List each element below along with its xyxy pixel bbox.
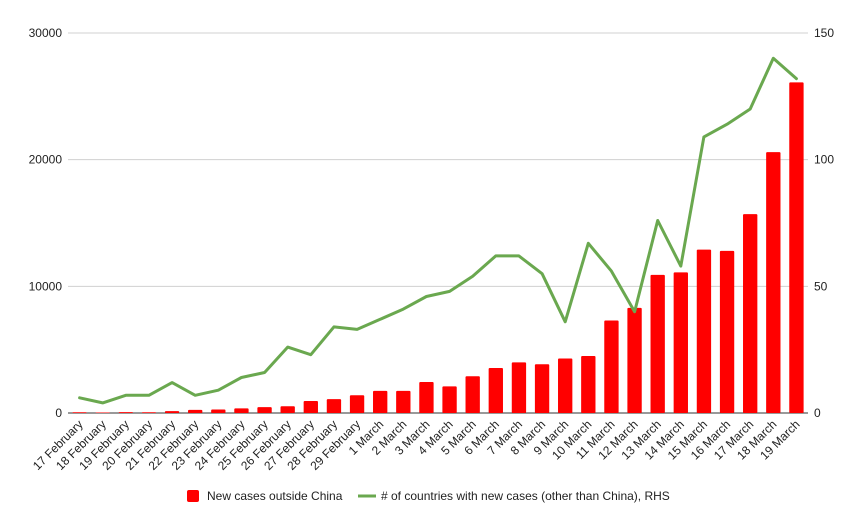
left-y-tick-label: 0 [55,406,62,420]
bar [72,412,87,413]
series-line [78,56,798,405]
legend-item-line: # of countries with new cases (other tha… [358,489,670,503]
bar [558,358,573,413]
bar [627,307,642,413]
bar [604,320,619,413]
bar [419,381,434,413]
legend-swatch-bars [187,490,199,502]
line-series [78,56,798,405]
right-y-tick-label: 100 [814,153,834,167]
bar [303,400,318,413]
bar [789,82,804,414]
bar [650,274,665,413]
legend: New cases outside China # of countries w… [187,489,670,503]
bar [234,408,249,413]
legend-label-line: # of countries with new cases (other tha… [381,489,670,503]
bar [141,412,157,413]
legend-item-bars: New cases outside China [187,489,343,503]
bar [511,362,527,413]
bar [118,412,133,413]
bar [257,407,272,413]
bar [673,272,688,413]
bar [396,390,411,413]
right-y-axis-ticks: 0 50 100 150 [814,26,834,420]
bar [373,390,388,413]
left-y-tick-label: 10000 [29,279,63,293]
bar [488,368,503,413]
left-y-axis-ticks: 0 10000 20000 30000 [29,26,63,420]
bar [188,409,203,413]
right-y-tick-label: 50 [814,279,828,293]
bar [164,411,180,413]
bar [581,356,596,413]
bar [696,249,712,413]
bar [743,214,758,413]
bar [280,406,295,413]
bar [95,412,110,413]
bar-series [72,82,804,414]
legend-label-bars: New cases outside China [207,489,343,503]
bar [719,250,735,413]
left-y-tick-label: 20000 [29,153,63,167]
left-y-tick-label: 30000 [29,26,63,40]
bar [534,364,550,413]
bar [442,386,457,413]
right-y-tick-label: 0 [814,406,821,420]
bar [211,409,226,413]
bar [349,395,365,413]
bar [326,399,342,413]
right-y-tick-label: 150 [814,26,834,40]
bar [766,152,781,414]
bar [465,376,480,413]
